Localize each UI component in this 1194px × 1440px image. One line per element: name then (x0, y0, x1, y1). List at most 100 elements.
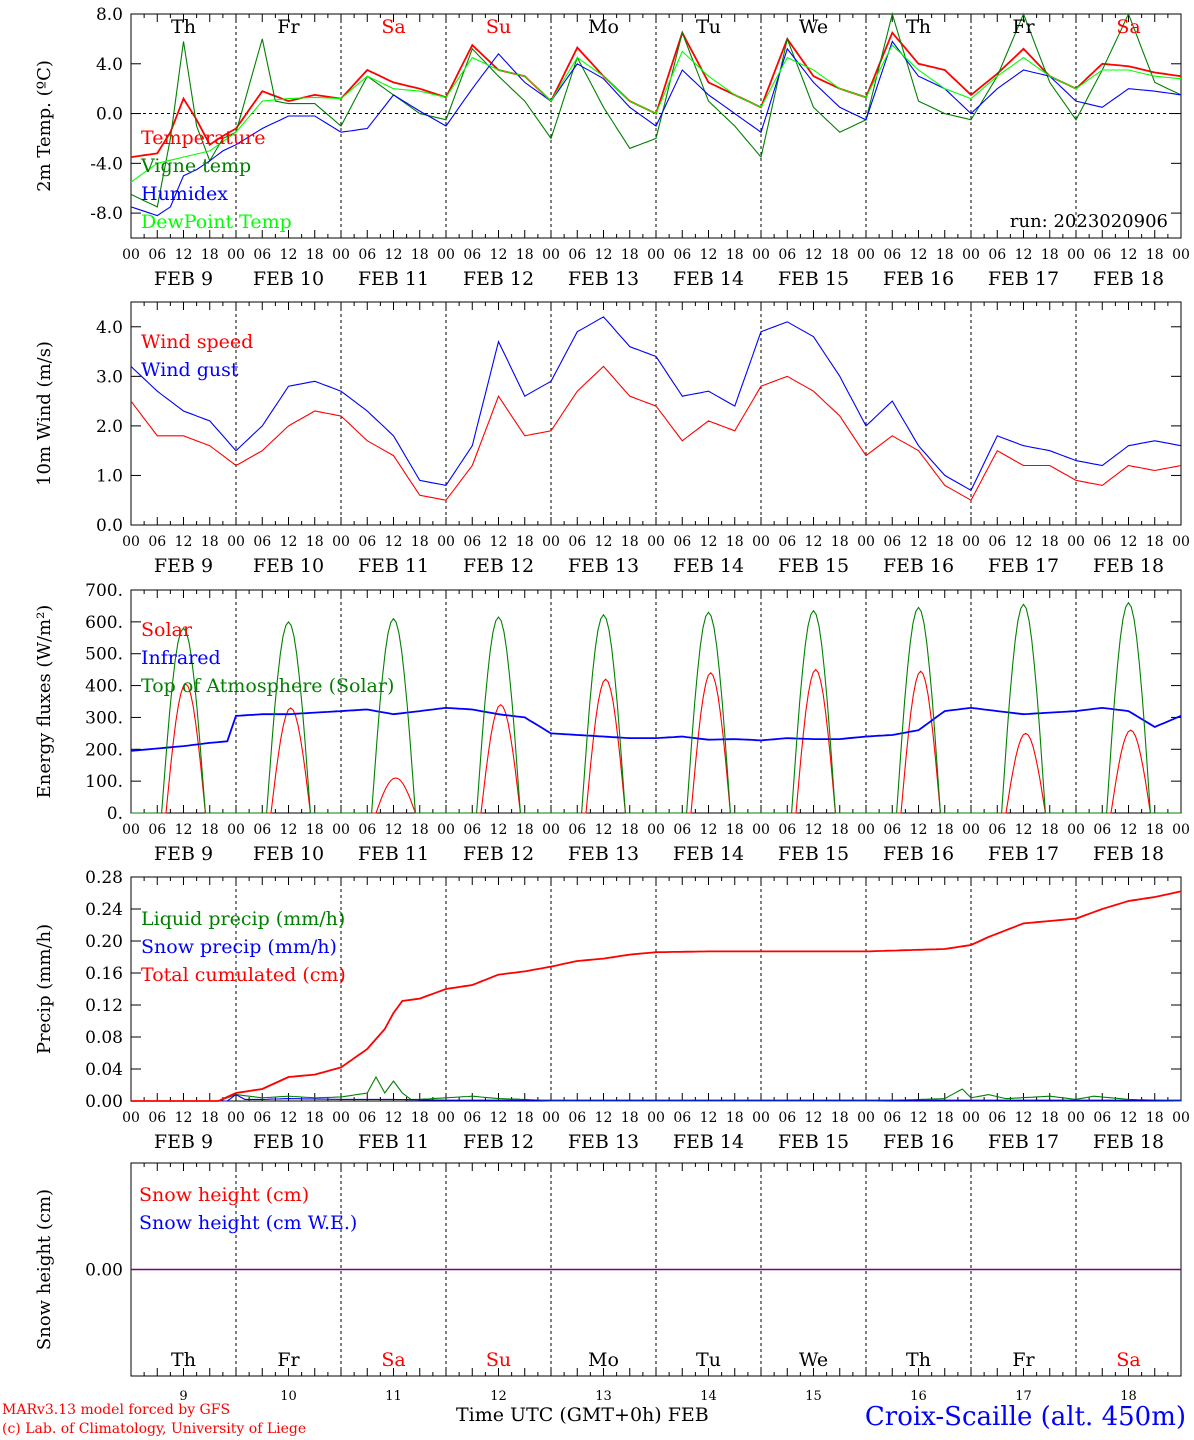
hour-tick-label: 18 (201, 534, 219, 550)
y-tick-label: 0.20 (85, 932, 123, 952)
hour-tick-label: 06 (463, 534, 481, 550)
legend-label: Wind speed (141, 331, 253, 353)
date-label: FEB 11 (358, 1131, 429, 1153)
hour-tick-label: 18 (1146, 247, 1164, 263)
hour-tick-label: 12 (1015, 822, 1033, 838)
date-label: FEB 9 (154, 843, 213, 865)
hour-tick-label: 12 (910, 247, 928, 263)
hour-tick-label: 12 (595, 822, 613, 838)
day-number-label: 15 (805, 1389, 822, 1404)
legend-label: Top of Atmosphere (Solar) (141, 675, 394, 697)
hour-tick-label: 00 (437, 1110, 455, 1126)
date-label: FEB 15 (778, 1131, 849, 1153)
hour-tick-label: 18 (621, 534, 639, 550)
date-label: FEB 15 (778, 843, 849, 865)
hour-tick-label: 18 (936, 247, 954, 263)
y-tick-label: 0.00 (85, 1092, 123, 1112)
day-number-label: 13 (595, 1389, 612, 1404)
hour-tick-label: 06 (673, 534, 691, 550)
weekday-label: We (799, 16, 828, 38)
hour-tick-label: 12 (805, 822, 823, 838)
hour-tick-label: 06 (463, 822, 481, 838)
weekday-label: Sa (381, 1349, 405, 1371)
hour-tick-label: 12 (280, 534, 298, 550)
weekday-label: Mo (588, 16, 619, 38)
date-label: FEB 14 (673, 843, 744, 865)
date-label: FEB 9 (154, 555, 213, 577)
hour-tick-label: 00 (962, 822, 980, 838)
hour-tick-label: 12 (175, 1110, 193, 1126)
hour-tick-label: 00 (1172, 247, 1190, 263)
hour-tick-label: 18 (306, 534, 324, 550)
hour-tick-label: 12 (1120, 247, 1138, 263)
hour-tick-label: 00 (1172, 1110, 1190, 1126)
weekday-label: Fr (1012, 16, 1035, 38)
series-line (130, 365, 1182, 501)
date-label: FEB 12 (463, 555, 534, 577)
hour-tick-label: 12 (1120, 534, 1138, 550)
hour-tick-label: 06 (883, 534, 901, 550)
hour-tick-label: 18 (936, 822, 954, 838)
day-number-label: 17 (1015, 1389, 1032, 1404)
day-number-label: 12 (490, 1389, 507, 1404)
date-label: FEB 16 (883, 268, 954, 290)
date-label: FEB 18 (1093, 843, 1164, 865)
hour-tick-label: 12 (595, 534, 613, 550)
hour-tick-label: 12 (490, 1110, 508, 1126)
series-line (130, 316, 1182, 492)
y-axis-label: 10m Wind (m/s) (34, 341, 55, 486)
hour-tick-label: 00 (647, 534, 665, 550)
hour-tick-label: 12 (175, 534, 193, 550)
hour-tick-label: 06 (568, 247, 586, 263)
date-label: FEB 13 (568, 268, 639, 290)
weekday-label: Th (171, 1349, 196, 1371)
hour-tick-label: 12 (595, 247, 613, 263)
hour-tick-label: 18 (831, 534, 849, 550)
y-tick-label: -8.0 (90, 204, 123, 224)
hour-tick-label: 18 (306, 1110, 324, 1126)
y-tick-label: 0. (107, 804, 123, 824)
hour-tick-label: 18 (306, 822, 324, 838)
date-label: FEB 11 (358, 555, 429, 577)
hour-tick-label: 06 (253, 1110, 271, 1126)
legend-label: Infrared (141, 647, 221, 669)
hour-tick-label: 00 (1172, 822, 1190, 838)
hour-tick-label: 00 (962, 1110, 980, 1126)
hour-tick-label: 00 (1067, 822, 1085, 838)
hour-tick-label: 00 (122, 822, 140, 838)
date-label: FEB 16 (883, 1131, 954, 1153)
date-label: FEB 11 (358, 268, 429, 290)
hour-tick-label: 00 (332, 822, 350, 838)
hour-tick-label: 06 (358, 247, 376, 263)
hour-tick-label: 00 (1067, 534, 1085, 550)
hour-tick-label: 18 (411, 822, 429, 838)
hour-tick-label: 00 (1067, 247, 1085, 263)
y-tick-label: 0.28 (85, 868, 123, 888)
hour-tick-label: 18 (936, 1110, 954, 1126)
weekday-label: Mo (588, 1349, 619, 1371)
day-number-label: 16 (910, 1389, 927, 1404)
date-label: FEB 17 (988, 843, 1059, 865)
hour-tick-label: 12 (280, 247, 298, 263)
hour-tick-label: 00 (542, 822, 560, 838)
y-tick-label: 0.04 (85, 1060, 123, 1080)
hour-tick-label: 00 (122, 247, 140, 263)
hour-tick-label: 06 (148, 247, 166, 263)
date-label: FEB 18 (1093, 268, 1164, 290)
date-label: FEB 18 (1093, 1131, 1164, 1153)
hour-tick-label: 06 (148, 1110, 166, 1126)
hour-tick-label: 12 (175, 247, 193, 263)
hour-tick-label: 12 (385, 247, 403, 263)
hour-tick-label: 12 (385, 534, 403, 550)
y-axis-label: 2m Temp. (ºC) (34, 60, 55, 192)
hour-tick-label: 12 (700, 247, 718, 263)
hour-tick-label: 18 (831, 822, 849, 838)
hour-tick-label: 06 (568, 822, 586, 838)
hour-tick-label: 00 (227, 822, 245, 838)
hour-tick-label: 06 (778, 247, 796, 263)
series-line (131, 890, 1182, 1102)
date-label: FEB 14 (673, 1131, 744, 1153)
y-tick-label: 600. (85, 613, 123, 633)
hour-tick-label: 06 (673, 822, 691, 838)
hour-tick-label: 06 (988, 247, 1006, 263)
